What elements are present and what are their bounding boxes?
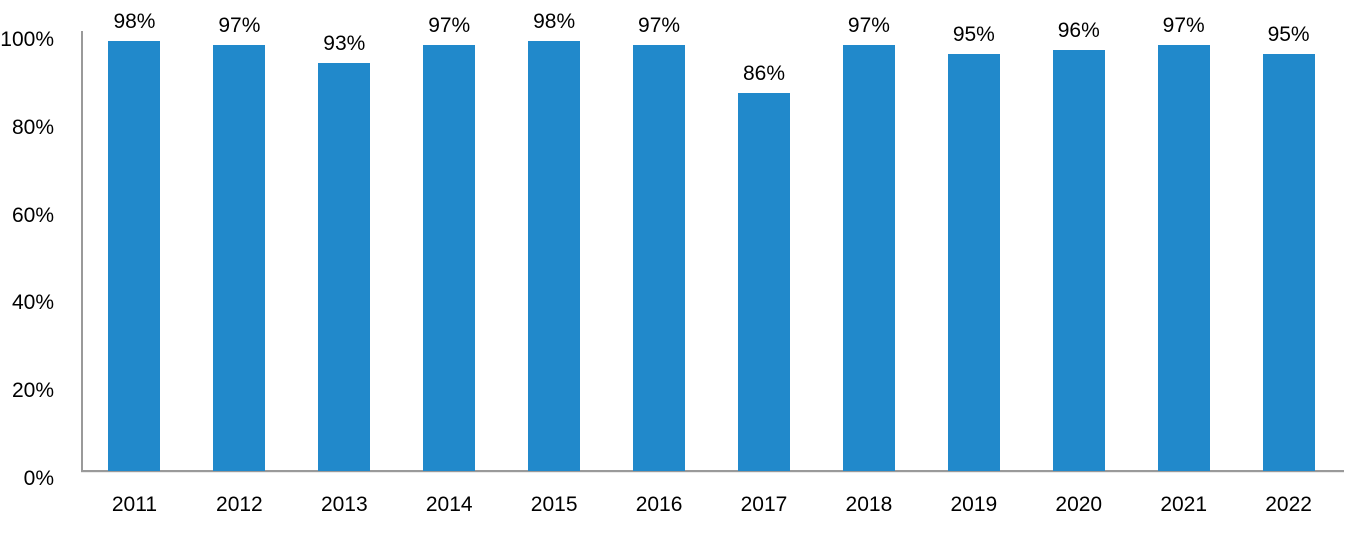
x-tick-label: 2014: [425, 493, 473, 516]
x-tick-label: 2013: [320, 493, 368, 516]
bar-slot: 93%: [292, 32, 397, 471]
bar-value-label: 95%: [952, 22, 995, 46]
bar-value-label: 97%: [218, 14, 261, 38]
y-tick-label: 80%: [11, 115, 54, 139]
x-tick-label: 2021: [1160, 493, 1208, 516]
y-tick-label: 40%: [11, 291, 54, 315]
bar-slot: 98%: [502, 10, 607, 471]
y-tick-label: 0%: [23, 467, 54, 490]
bar-slot: 97%: [397, 14, 502, 471]
bar-value-label: 96%: [1057, 18, 1100, 42]
bar-slot: 86%: [712, 32, 817, 471]
bar-value-label: 93%: [323, 31, 366, 55]
x-axis-line: [81, 470, 1344, 472]
bar-slot: 97%: [187, 14, 292, 471]
bar-value-label: 97%: [428, 14, 471, 38]
bar-value-label: 98%: [533, 9, 576, 33]
bar: [1052, 49, 1105, 471]
bar: [318, 62, 371, 471]
x-axis-tick-labels: 2011 2012 2013 2014 2015 2016 2017 2018 2019 2020…: [82, 490, 1341, 520]
bar-slot: 96%: [1026, 19, 1131, 471]
bar: [213, 45, 266, 471]
bar-value-label: 97%: [638, 14, 681, 38]
bar: [528, 40, 581, 471]
bar-value-label: 95%: [1267, 22, 1310, 46]
bar: [1157, 45, 1210, 471]
y-tick-label: 100%: [0, 28, 54, 51]
bar: [842, 45, 895, 471]
bar-value-label: 86%: [742, 62, 785, 86]
bar: [423, 45, 476, 471]
x-tick-label: 2015: [530, 493, 578, 516]
bar-slot: 98%: [82, 10, 187, 471]
bar-slot: 95%: [1236, 23, 1341, 471]
bar: [108, 40, 161, 471]
y-axis-tick-labels: 100% 80% 60% 40% 20% 0%: [0, 0, 54, 540]
y-tick-label: 60%: [11, 203, 54, 227]
bar-slot: 95%: [921, 23, 1026, 471]
bar: [633, 45, 686, 471]
plot-area: 98% 97% 93% 97% 98% 97% 86% 97% 95% 96% 97% 95%: [82, 10, 1341, 471]
bar-slot: 97%: [816, 14, 921, 471]
bar-slot: 97%: [607, 14, 712, 471]
bar-value-label: 97%: [1162, 14, 1205, 38]
bar-value-label: 98%: [113, 9, 156, 33]
bar-slot: 97%: [1131, 14, 1236, 471]
x-tick-label: 2022: [1265, 493, 1312, 516]
y-tick-label: 20%: [11, 379, 54, 403]
bar: [947, 53, 1000, 471]
bar: [1262, 53, 1315, 471]
y-axis-line: [81, 31, 83, 472]
x-tick-label: 2011: [111, 493, 158, 516]
x-tick-label: 2018: [845, 493, 893, 516]
x-tick-label: 2016: [635, 493, 683, 516]
bar-value-label: 97%: [847, 14, 890, 38]
x-tick-label: 2017: [740, 493, 788, 516]
x-tick-label: 2012: [216, 493, 263, 516]
x-tick-label: 2020: [1055, 493, 1103, 516]
x-tick-label: 2019: [950, 493, 998, 516]
bar: [737, 93, 790, 471]
